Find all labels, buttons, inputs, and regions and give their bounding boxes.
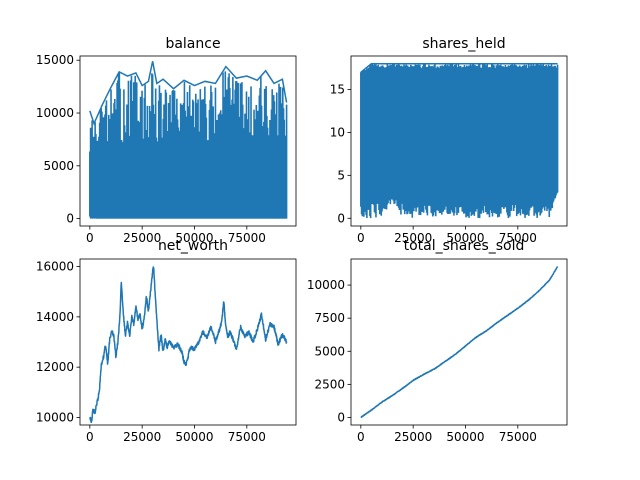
series-spikes	[89, 71, 288, 219]
plot-area-total-shares-sold: 0 25000 50000 75000 0 2500 5000 7500 10000	[307, 258, 568, 444]
y-tick-label: 10000	[307, 278, 345, 292]
y-tick-label: 7500	[314, 311, 345, 325]
title-shares-held: shares_held	[422, 36, 505, 52]
y-tick-label: 15	[330, 82, 345, 96]
y-tick-label: 10000	[36, 106, 74, 120]
y-tick-label: 0	[337, 211, 345, 225]
title-total-shares-sold: total_shares_sold	[404, 238, 525, 254]
y-tick-label: 0	[66, 212, 74, 226]
y-tick-label: 14000	[36, 310, 74, 324]
y-tick-label: 12000	[36, 360, 74, 374]
x-tick-label: 50000	[446, 430, 484, 444]
x-tick-label: 0	[86, 231, 94, 245]
x-tick-label: 50000	[175, 430, 213, 444]
x-tick-label: 25000	[123, 430, 161, 444]
series-line	[360, 265, 559, 419]
series-total-shares-sold	[360, 265, 559, 419]
subplot-total-shares-sold: 0 25000 50000 75000 0 2500 5000 7500 10000 total…	[307, 238, 568, 444]
x-tick-label: 50000	[446, 231, 484, 245]
series-balance	[89, 61, 288, 219]
x-tick-label: 25000	[394, 430, 432, 444]
y-tick-label: 10000	[36, 410, 74, 424]
x-tick-label: 75000	[499, 231, 537, 245]
axes-frame	[79, 258, 297, 426]
y-tick-label: 2500	[314, 377, 345, 391]
subplot-balance: balance 0 25000 50000 75000 0 5000 10000 15000	[36, 36, 297, 245]
title-balance: balance	[165, 36, 220, 52]
x-tick-label: 25000	[123, 231, 161, 245]
x-tick-label: 0	[86, 430, 94, 444]
x-tick-label: 75000	[228, 231, 266, 245]
x-tick-label: 75000	[499, 430, 537, 444]
subplot-net-worth: 0 25000 50000 75000 10000 12000 14000 16000 net…	[36, 238, 297, 444]
x-tick-label: 0	[357, 231, 365, 245]
title-net-worth: net_worth	[158, 238, 228, 254]
y-tick-label: 10	[330, 125, 345, 139]
series-line	[89, 266, 288, 424]
subplot-shares-held: shares_held 0 25000 50000 75000 0 5 10 15	[330, 36, 568, 245]
axes-frame	[350, 55, 568, 227]
plot-area-net-worth: 0 25000 50000 75000 10000 12000 14000 16000	[36, 258, 297, 444]
y-tick-label: 16000	[36, 260, 74, 274]
series-spikes	[360, 63, 559, 219]
axes-frame	[350, 258, 568, 426]
series-net-worth	[89, 266, 288, 424]
plot-area-shares-held: 0 25000 50000 75000 0 5 10 15	[330, 55, 568, 245]
plot-area-balance: 0 25000 50000 75000 0 5000 10000 15000	[36, 53, 297, 245]
series-shares-held	[360, 62, 559, 219]
y-tick-label: 5	[337, 168, 345, 182]
y-tick-label: 0	[337, 410, 345, 424]
x-tick-label: 50000	[175, 231, 213, 245]
series-high-envelope	[360, 62, 558, 73]
x-tick-label: 0	[357, 430, 365, 444]
y-tick-label: 15000	[36, 53, 74, 67]
x-tick-label: 75000	[228, 430, 266, 444]
axes-frame	[79, 55, 297, 227]
y-tick-label: 5000	[43, 159, 74, 173]
series-high-envelope	[89, 61, 288, 126]
y-tick-label: 5000	[314, 344, 345, 358]
x-tick-label: 25000	[394, 231, 432, 245]
